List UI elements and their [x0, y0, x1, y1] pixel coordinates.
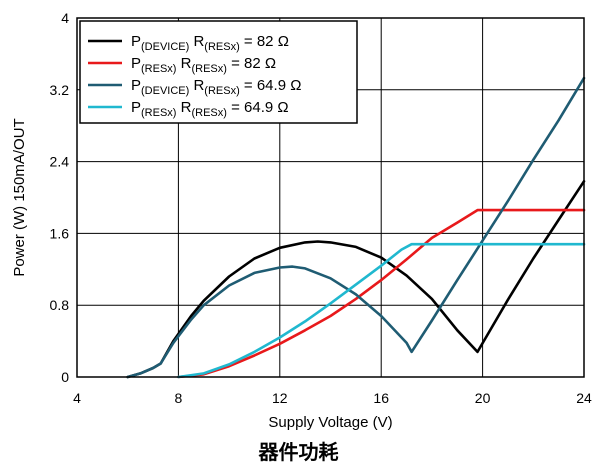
x-tick-label: 20 [475, 390, 491, 406]
x-tick-label: 24 [576, 390, 592, 406]
plot-frame [76, 17, 585, 378]
y-tick-label: 1.6 [50, 225, 70, 241]
series-line-4 [177, 242, 586, 379]
legend-entry: P(RESx) R(RESx) = 64.9 Ω [131, 99, 289, 119]
x-tick-label: 4 [73, 390, 81, 406]
y-tick-label: 4 [61, 10, 69, 26]
x-tick-label: 12 [272, 390, 288, 406]
series-line-3 [126, 76, 586, 379]
legend-box [79, 20, 358, 124]
chart-caption: 器件功耗 [258, 440, 339, 464]
legend: P(DEVICE) R(RESx) = 82 ΩP(RESx) R(RESx) … [79, 20, 358, 124]
power-chart: 4 8 12 16 20 24 0 0.8 1.6 2.4 3.2 4 Supply Voltage… [11, 10, 592, 431]
y-tick-label: 2.4 [50, 154, 70, 170]
y-tick-labels: 0 0.8 1.6 2.4 3.2 4 [50, 10, 70, 385]
legend-entry: P(DEVICE) R(RESx) = 64.9 Ω [131, 77, 301, 97]
y-tick-label: 3.2 [50, 82, 70, 98]
y-tick-label: 0.8 [50, 297, 70, 313]
legend-entry: P(DEVICE) R(RESx) = 82 Ω [131, 33, 289, 53]
y-axis-label: Power (W) 150mA/OUT [11, 118, 28, 276]
legend-entry: P(RESx) R(RESx) = 82 Ω [131, 55, 276, 75]
series-line-2 [177, 208, 586, 379]
y-tick-label: 0 [61, 369, 69, 385]
x-axis-label: Supply Voltage (V) [268, 414, 392, 431]
x-tick-labels: 4 8 12 16 20 24 [73, 390, 592, 406]
x-tick-label: 8 [175, 390, 183, 406]
series-layer [126, 76, 586, 379]
x-tick-label: 16 [373, 390, 389, 406]
